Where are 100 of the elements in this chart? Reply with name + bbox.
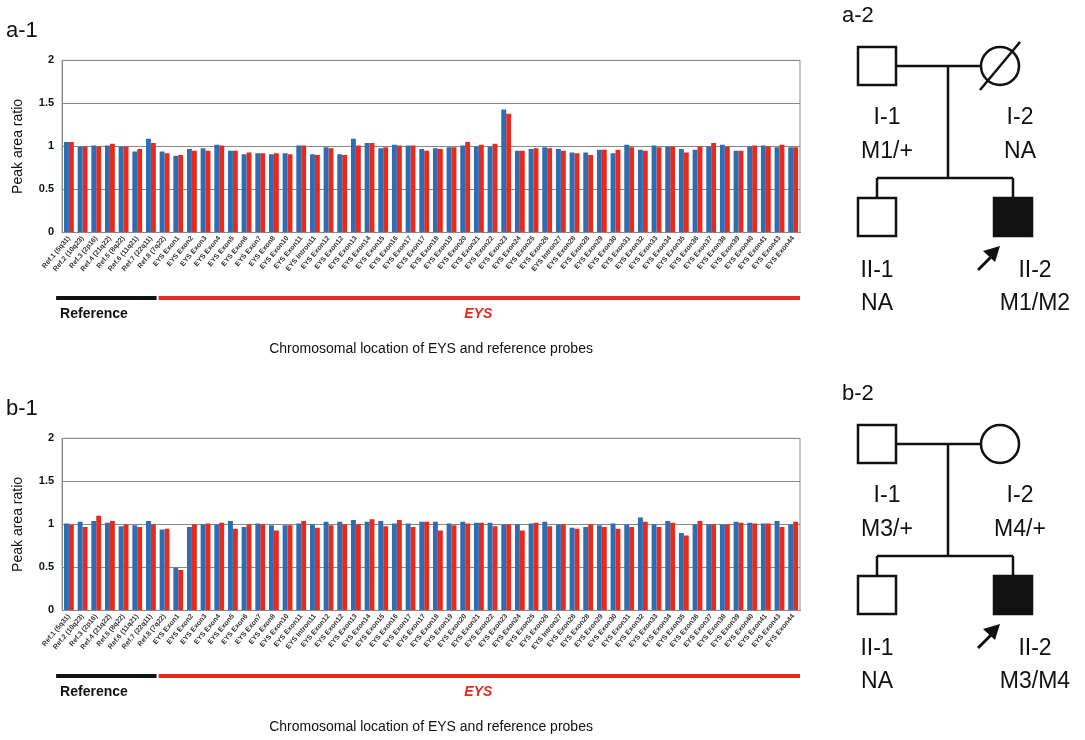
y-tick-label: 1.5 [38,96,55,109]
bar [68,524,74,610]
bar [569,527,575,610]
bar [514,524,520,610]
bar [569,152,575,232]
bar [241,154,247,232]
bar [82,146,88,232]
bar [77,521,83,610]
bar [378,520,384,610]
bar [260,524,266,610]
bar [765,523,771,610]
text: NA [861,289,893,316]
bar [268,525,274,610]
y-tick-label: 0.5 [38,560,55,573]
bar [465,523,471,610]
bar [355,145,361,232]
y-tick-label: 1.5 [38,474,55,487]
bar [64,142,69,232]
bar [178,570,184,610]
bar [282,525,288,610]
text: II-1 [860,256,894,283]
bar [706,524,712,610]
y-tick-label: 2 [47,53,55,66]
bar [542,147,548,232]
bar [159,151,165,232]
bar [528,523,534,610]
bar [514,150,520,232]
bar [96,515,102,610]
bar [747,146,753,232]
bar [186,148,192,232]
bar [711,142,717,232]
bar [473,146,479,232]
chart-title: a-1 [6,17,38,43]
bar [378,148,384,232]
bar [200,148,206,232]
bar [788,524,794,610]
bar [642,150,648,232]
bar [214,524,220,610]
bar [173,155,179,232]
bar [109,520,115,610]
bar [610,523,616,610]
bar [588,524,594,610]
bar [629,526,635,610]
bar [64,523,69,610]
bar [132,525,138,610]
bar [118,146,124,232]
bar [337,521,343,610]
bar [396,520,402,610]
x-axis-title: Chromosomal location of EYS and reference probes [269,340,593,357]
bar [82,526,88,610]
bar [396,145,402,232]
bar [601,149,607,232]
bar [268,154,274,232]
bar [547,526,553,610]
bar [323,147,329,232]
y-axis-title: Peak area ratio [9,476,26,572]
bar [542,521,548,610]
bar [719,144,725,232]
bar [424,521,430,610]
bar [724,146,730,232]
bar [473,522,479,610]
bar [309,524,315,610]
bar [460,145,466,232]
y-tick-label: 0 [47,225,55,238]
bar [610,153,616,232]
bar [678,533,684,610]
text: EYS [464,304,493,321]
text: Reference [60,304,129,321]
bar [555,524,561,610]
chart-title: b-1 [6,395,38,421]
y-tick-label: 0.5 [38,182,55,195]
bar [670,146,676,232]
bar [137,148,143,232]
bar [752,523,758,610]
text: II-2 [1018,634,1052,661]
y-tick-label: 0 [47,603,55,616]
bar [692,524,698,610]
bar [68,142,74,232]
bar [774,520,780,610]
bar [314,527,320,610]
bar [670,522,676,610]
bar [132,151,138,232]
bar [219,522,225,610]
bar [309,154,315,232]
y-tick-label: 1 [47,517,55,530]
bar [159,529,165,610]
bar [651,524,657,610]
bar [145,138,151,232]
bar [137,526,143,610]
bar [793,147,799,232]
text: II-1 [860,634,894,661]
bar [596,525,602,610]
bar [478,522,484,610]
bar [105,145,110,232]
bar [118,526,124,610]
bar [77,146,83,232]
bar [793,521,799,610]
bar [91,145,97,232]
bar [355,524,361,610]
bar [487,146,493,232]
